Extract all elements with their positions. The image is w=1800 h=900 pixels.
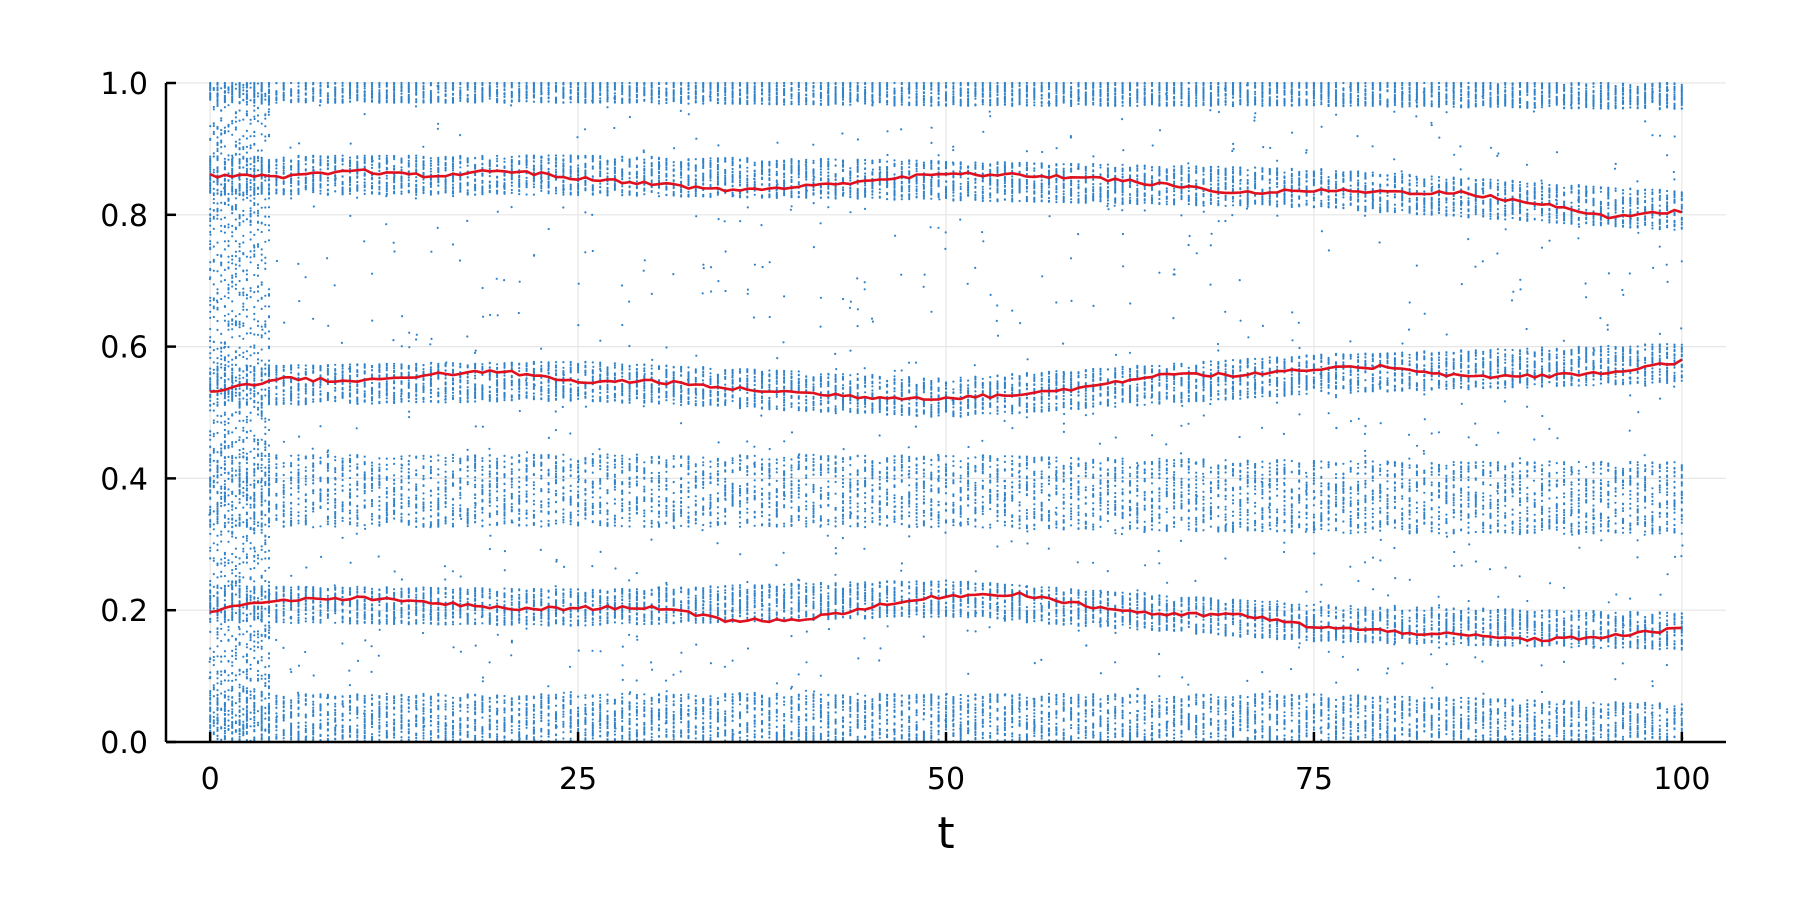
x-tick-label-3: 75: [1295, 762, 1333, 797]
x-tick-label-2: 50: [927, 762, 965, 797]
mean-lines: [209, 168, 1683, 643]
point-cloud: [208, 81, 1684, 744]
y-tick-label-5: 1.0: [100, 67, 148, 102]
x-tick-label-1: 25: [559, 762, 597, 797]
x-tick-label-0: 0: [201, 762, 220, 797]
scatter-points: [208, 81, 1684, 744]
mean-line-0: [209, 168, 1683, 220]
axes: [164, 81, 1726, 744]
y-tick-label-2: 0.4: [100, 462, 148, 497]
y-tick-labels: 0.0 0.2 0.4 0.6 0.8 1.0: [100, 67, 148, 761]
x-tick-labels: 0 25 50 75 100: [201, 762, 1711, 797]
y-tick-label-4: 0.8: [100, 199, 148, 234]
y-tick-label-1: 0.2: [100, 594, 148, 629]
mean-line-1: [210, 358, 1683, 401]
x-axis-title: t: [937, 808, 954, 859]
y-tick-label-3: 0.6: [100, 331, 148, 366]
mean-line-2: [210, 591, 1682, 643]
y-tick-label-0: 0.0: [100, 726, 148, 761]
x-tick-label-4: 100: [1653, 762, 1710, 797]
